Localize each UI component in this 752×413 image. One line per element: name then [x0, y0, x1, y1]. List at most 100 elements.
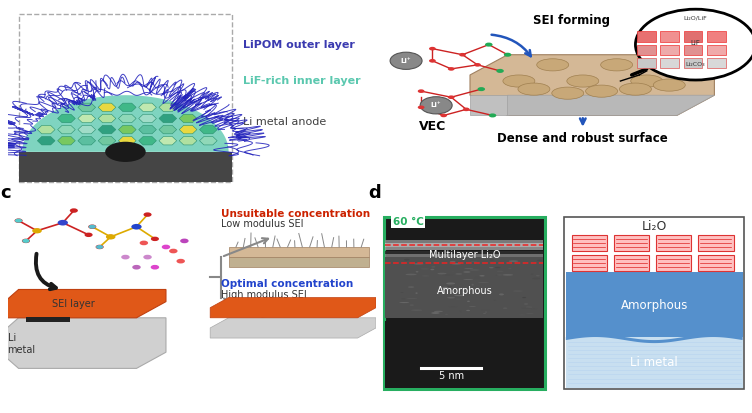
Text: Optimal concentration: Optimal concentration [221, 280, 353, 290]
Polygon shape [179, 126, 197, 134]
Bar [566, 272, 743, 337]
Polygon shape [508, 95, 714, 115]
Ellipse shape [410, 304, 414, 306]
Ellipse shape [508, 268, 511, 269]
Polygon shape [159, 114, 177, 123]
Ellipse shape [132, 224, 141, 230]
FancyBboxPatch shape [684, 58, 702, 68]
Ellipse shape [532, 278, 541, 280]
FancyBboxPatch shape [707, 31, 726, 42]
Bar [566, 218, 743, 272]
Text: LiPOM outer layer: LiPOM outer layer [244, 40, 355, 50]
Ellipse shape [485, 43, 493, 47]
Text: Amorphous: Amorphous [620, 299, 688, 312]
Polygon shape [159, 103, 177, 112]
Ellipse shape [420, 97, 452, 114]
Ellipse shape [84, 233, 92, 237]
Ellipse shape [485, 312, 487, 313]
Ellipse shape [447, 67, 454, 71]
Ellipse shape [509, 260, 518, 262]
Polygon shape [229, 247, 368, 257]
Text: Multilayer Li₂O: Multilayer Li₂O [429, 250, 500, 260]
Bar [385, 265, 543, 268]
Text: Unsuitable concentration: Unsuitable concentration [221, 209, 371, 218]
Text: Li metal anode: Li metal anode [244, 116, 326, 126]
Polygon shape [99, 137, 116, 145]
Ellipse shape [411, 310, 423, 311]
FancyBboxPatch shape [614, 235, 650, 251]
Ellipse shape [456, 299, 461, 300]
FancyBboxPatch shape [656, 255, 692, 271]
Ellipse shape [463, 271, 471, 273]
Bar [385, 280, 543, 283]
Bar [385, 251, 543, 254]
Ellipse shape [526, 306, 532, 308]
Ellipse shape [672, 63, 704, 75]
Ellipse shape [496, 275, 499, 276]
Text: Li₂O: Li₂O [641, 220, 667, 233]
Polygon shape [229, 257, 368, 267]
Bar [385, 321, 543, 388]
Polygon shape [99, 114, 116, 123]
Ellipse shape [469, 269, 480, 271]
Ellipse shape [429, 47, 436, 50]
Ellipse shape [489, 114, 496, 117]
Polygon shape [138, 137, 156, 145]
FancyBboxPatch shape [384, 216, 545, 389]
Ellipse shape [495, 267, 501, 268]
Ellipse shape [443, 287, 448, 289]
Ellipse shape [399, 302, 409, 303]
Polygon shape [211, 318, 376, 338]
Ellipse shape [414, 263, 423, 264]
Ellipse shape [439, 282, 447, 284]
Ellipse shape [631, 75, 663, 87]
Ellipse shape [431, 266, 435, 268]
Ellipse shape [521, 308, 531, 309]
Ellipse shape [475, 277, 481, 278]
FancyBboxPatch shape [656, 235, 692, 251]
Text: Li
metal: Li metal [8, 333, 35, 355]
Polygon shape [99, 103, 116, 112]
Polygon shape [23, 95, 229, 152]
Ellipse shape [177, 259, 185, 263]
Ellipse shape [463, 279, 473, 280]
Ellipse shape [472, 284, 474, 286]
Text: LiF: LiF [690, 40, 701, 45]
FancyBboxPatch shape [637, 45, 656, 55]
Ellipse shape [480, 275, 484, 276]
Polygon shape [138, 103, 156, 112]
Ellipse shape [504, 53, 511, 57]
FancyBboxPatch shape [707, 58, 726, 68]
Ellipse shape [23, 239, 29, 243]
Bar [385, 254, 543, 257]
Polygon shape [470, 55, 714, 115]
Ellipse shape [15, 218, 23, 223]
Ellipse shape [459, 311, 462, 312]
Ellipse shape [462, 107, 469, 111]
Polygon shape [38, 137, 55, 145]
Ellipse shape [151, 237, 159, 241]
Ellipse shape [58, 220, 68, 225]
Ellipse shape [438, 273, 447, 274]
Ellipse shape [531, 273, 533, 275]
Ellipse shape [456, 273, 462, 274]
Ellipse shape [635, 9, 752, 80]
Ellipse shape [478, 282, 489, 283]
Ellipse shape [474, 63, 481, 66]
Ellipse shape [423, 309, 430, 310]
FancyBboxPatch shape [660, 31, 679, 42]
Polygon shape [99, 126, 116, 134]
Ellipse shape [96, 245, 104, 249]
Ellipse shape [422, 275, 429, 277]
Ellipse shape [32, 228, 42, 233]
Ellipse shape [467, 301, 470, 302]
FancyBboxPatch shape [572, 235, 608, 251]
Ellipse shape [89, 225, 96, 229]
Ellipse shape [431, 312, 440, 314]
Text: Li⁺: Li⁺ [431, 102, 441, 108]
Ellipse shape [150, 265, 159, 270]
Ellipse shape [22, 239, 30, 243]
Ellipse shape [107, 235, 115, 239]
Ellipse shape [430, 269, 435, 270]
FancyBboxPatch shape [684, 45, 702, 55]
